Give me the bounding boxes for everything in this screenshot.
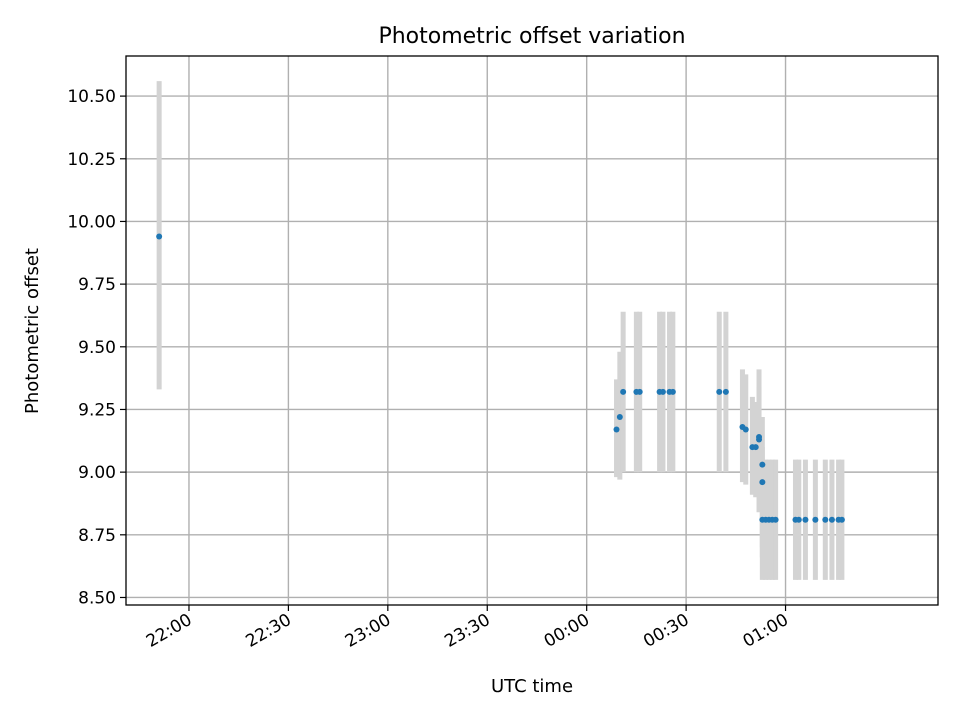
data-point (636, 388, 643, 395)
y-tick-label: 8.75 (78, 526, 116, 546)
data-point (759, 461, 766, 468)
data-point (669, 388, 676, 395)
chart-title: Photometric offset variation (378, 24, 685, 49)
data-point (716, 388, 723, 395)
y-tick-label: 10.50 (67, 87, 116, 107)
data-point (802, 516, 809, 523)
data-point (759, 479, 766, 486)
data-point (812, 516, 819, 523)
data-point (620, 388, 627, 395)
y-tick-label: 8.50 (78, 588, 116, 608)
data-point (156, 233, 163, 240)
y-tick-label: 9.25 (78, 400, 116, 420)
data-point (822, 516, 829, 523)
data-point (772, 516, 779, 523)
y-tick-label: 9.50 (78, 338, 116, 358)
data-point (616, 413, 623, 420)
data-point (828, 516, 835, 523)
y-tick-label: 9.75 (78, 275, 116, 295)
data-points (156, 233, 845, 523)
y-tick-label: 9.00 (78, 463, 116, 483)
gridlines (126, 56, 938, 605)
y-axis-label: Photometric offset (22, 248, 43, 414)
data-point (838, 516, 845, 523)
y-tick-label: 10.25 (67, 150, 116, 170)
data-point (613, 426, 620, 433)
data-point (756, 434, 763, 441)
data-point (722, 388, 729, 395)
data-point (795, 516, 802, 523)
x-axis-label: UTC time (491, 676, 573, 697)
data-point (659, 388, 666, 395)
data-point (752, 444, 759, 451)
y-tick-label: 10.00 (67, 212, 116, 232)
plot-frame (125, 55, 939, 606)
y-axis-ticks: 8.50 8.75 9.00 9.25 9.50 9.75 10.00 10.25 10.50 (67, 87, 126, 608)
data-point (742, 426, 749, 433)
